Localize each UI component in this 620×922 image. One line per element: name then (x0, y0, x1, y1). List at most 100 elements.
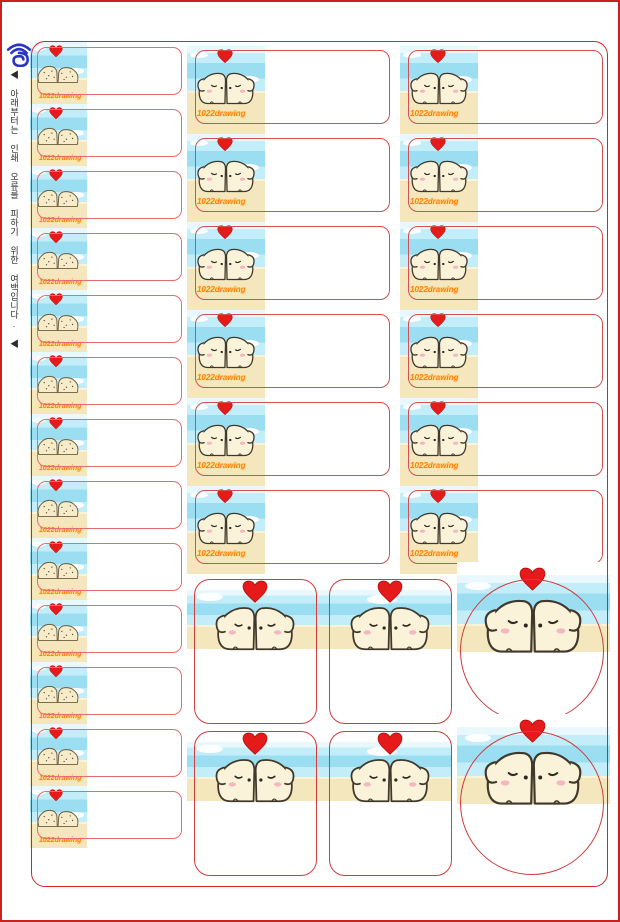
artist-watermark: 1022drawing (410, 197, 459, 206)
beach-artwork: 1022drawing (187, 310, 265, 398)
address-label-medium[interactable]: 1022drawing (400, 310, 604, 398)
label-cut-line (195, 314, 390, 388)
label-cut-line (37, 171, 182, 219)
label-cut-line (195, 138, 390, 212)
artist-watermark: 1022drawing (410, 461, 459, 470)
beach-artwork: 1022drawing (187, 486, 265, 574)
cloud-shape (68, 130, 84, 136)
bottom-sticker-row (187, 714, 610, 876)
square-sticker[interactable] (194, 731, 317, 876)
address-label-small[interactable]: 1022drawing (30, 662, 182, 724)
artist-watermark: 1022drawing (197, 549, 246, 558)
address-label-small[interactable]: 1022drawing (30, 166, 182, 228)
cloud-shape (197, 745, 223, 753)
artist-watermark: 1022drawing (197, 197, 246, 206)
address-label-small[interactable]: 1022drawing (30, 290, 182, 352)
square-sticker[interactable] (194, 579, 317, 724)
label-cut-line (37, 47, 182, 95)
beach-artwork: 1022drawing (187, 398, 265, 486)
artist-watermark: 1022drawing (197, 109, 246, 118)
cloud-shape (68, 192, 84, 198)
label-cut-line (408, 314, 603, 388)
label-cut-line (37, 233, 182, 281)
beach-artwork: 1022drawing (187, 222, 265, 310)
medium-label-column-right: 1022drawing 1022drawing 1022drawing (400, 46, 604, 574)
address-label-medium[interactable]: 1022drawing (400, 134, 604, 222)
bottom-sticker-row (187, 562, 610, 724)
artist-watermark: 1022drawing (39, 465, 82, 472)
address-label-small[interactable]: 1022drawing (30, 414, 182, 476)
address-label-small[interactable]: 1022drawing (30, 352, 182, 414)
address-label-medium[interactable]: 1022drawing (400, 46, 604, 134)
address-label-small[interactable]: 1022drawing (30, 538, 182, 600)
sticker-cut-line (194, 731, 317, 876)
cut-boundary (31, 41, 608, 887)
label-cut-line (37, 481, 182, 529)
cloud-shape (68, 812, 84, 818)
cloud-shape (68, 688, 84, 694)
artist-watermark: 1022drawing (39, 837, 82, 844)
artist-watermark: 1022drawing (39, 775, 82, 782)
cloud-shape (68, 564, 84, 570)
address-label-small[interactable]: 1022drawing (30, 786, 182, 848)
address-label-medium[interactable]: 1022drawing (187, 46, 391, 134)
address-label-medium[interactable]: 1022drawing (400, 398, 604, 486)
label-cut-line (195, 402, 390, 476)
label-cut-line (37, 109, 182, 157)
artist-watermark: 1022drawing (197, 285, 246, 294)
artist-watermark: 1022drawing (197, 461, 246, 470)
label-cut-line (408, 138, 603, 212)
label-cut-line (37, 729, 182, 777)
address-label-small[interactable]: 1022drawing (30, 724, 182, 786)
sticker-cut-line (460, 731, 604, 875)
artist-watermark: 1022drawing (410, 285, 459, 294)
artist-watermark: 1022drawing (39, 341, 82, 348)
label-cut-line (408, 226, 603, 300)
cloud-shape (68, 626, 84, 632)
label-cut-line (408, 50, 603, 124)
beach-artwork: 1022drawing (400, 46, 478, 134)
label-cut-line (195, 50, 390, 124)
cloud-shape (68, 502, 84, 508)
artist-watermark: 1022drawing (39, 589, 82, 596)
cloud-shape (465, 582, 491, 590)
address-label-small[interactable]: 1022drawing (30, 228, 182, 290)
artist-watermark: 1022drawing (410, 109, 459, 118)
address-label-small[interactable]: 1022drawing (30, 104, 182, 166)
address-label-medium[interactable]: 1022drawing (187, 222, 391, 310)
medium-label-column-left: 1022drawing 1022drawing 1022drawing (187, 46, 391, 574)
label-cut-line (37, 605, 182, 653)
beach-artwork: 1022drawing (400, 134, 478, 222)
square-sticker[interactable] (329, 731, 452, 876)
cloud-shape (68, 378, 84, 384)
address-label-medium[interactable]: 1022drawing (187, 134, 391, 222)
address-label-medium[interactable]: 1022drawing (187, 310, 391, 398)
artist-watermark: 1022drawing (39, 527, 82, 534)
print-margin-note: ◀ 아래부터는 인쇄 오류를 피하기 위한 여백입니다. ◀ (9, 70, 19, 348)
label-cut-line (37, 543, 182, 591)
cloud-shape (68, 316, 84, 322)
cloud-shape (68, 254, 84, 260)
artist-watermark: 1022drawing (410, 549, 459, 558)
round-sticker[interactable] (457, 714, 610, 875)
address-label-medium[interactable]: 1022drawing (187, 486, 391, 574)
sticker-cut-line (329, 579, 452, 724)
artist-watermark: 1022drawing (39, 217, 82, 224)
cloud-shape (68, 440, 84, 446)
address-label-medium[interactable]: 1022drawing (187, 398, 391, 486)
label-cut-line (408, 402, 603, 476)
label-cut-line (37, 791, 182, 839)
artist-watermark: 1022drawing (39, 403, 82, 410)
address-label-small[interactable]: 1022drawing (30, 476, 182, 538)
round-sticker[interactable] (457, 562, 610, 723)
cloud-shape (68, 68, 84, 74)
artist-watermark: 1022drawing (39, 651, 82, 658)
square-sticker[interactable] (329, 579, 452, 724)
address-label-medium[interactable]: 1022drawing (400, 222, 604, 310)
label-cut-line (195, 226, 390, 300)
cloud-shape (197, 593, 223, 601)
address-label-small[interactable]: 1022drawing (30, 42, 182, 104)
artist-watermark: 1022drawing (197, 373, 246, 382)
address-label-small[interactable]: 1022drawing (30, 600, 182, 662)
